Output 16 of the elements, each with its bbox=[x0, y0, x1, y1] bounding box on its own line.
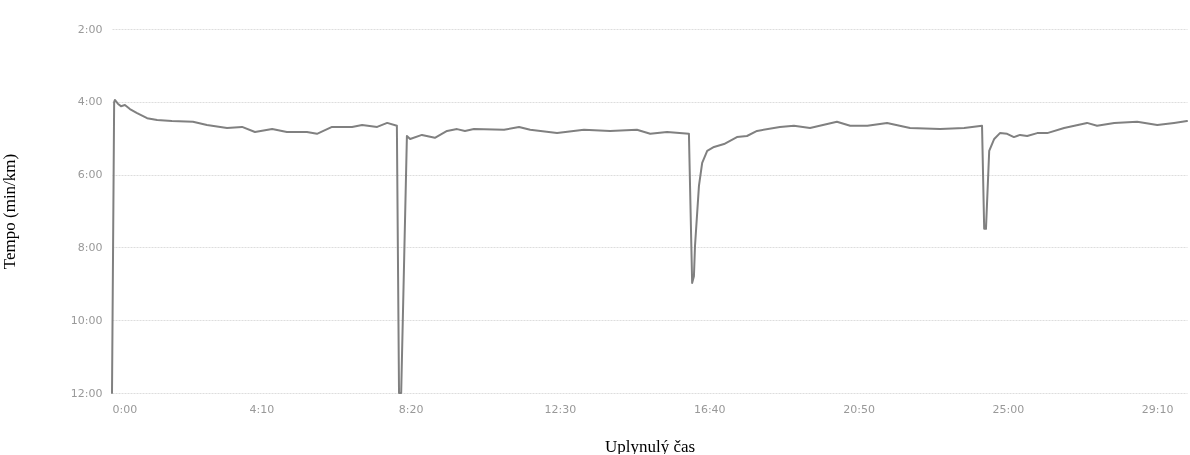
x-tick-label: 0:00 bbox=[112, 402, 138, 416]
x-tick-label: 29:10 bbox=[1141, 402, 1174, 416]
y-tick-label: 8:00 bbox=[77, 240, 103, 254]
x-tick-label: 25:00 bbox=[992, 402, 1025, 416]
x-tick-label: 4:10 bbox=[249, 402, 275, 416]
x-tick-label: 8:20 bbox=[398, 402, 424, 416]
line-series bbox=[111, 98, 1188, 394]
y-tick-label: 6:00 bbox=[77, 168, 103, 182]
y-tick-label: 12:00 bbox=[70, 386, 103, 400]
x-tick-label: 16:40 bbox=[693, 402, 726, 416]
y-axis-title: Tempo (min/km) bbox=[0, 153, 19, 270]
y-tick-label: 4:00 bbox=[77, 95, 103, 109]
x-tick-label: 12:30 bbox=[544, 402, 577, 416]
y-tick-label: 10:00 bbox=[70, 313, 103, 327]
x-tick-label: 20:50 bbox=[843, 402, 875, 416]
y-tick-label: 2:00 bbox=[77, 22, 103, 36]
